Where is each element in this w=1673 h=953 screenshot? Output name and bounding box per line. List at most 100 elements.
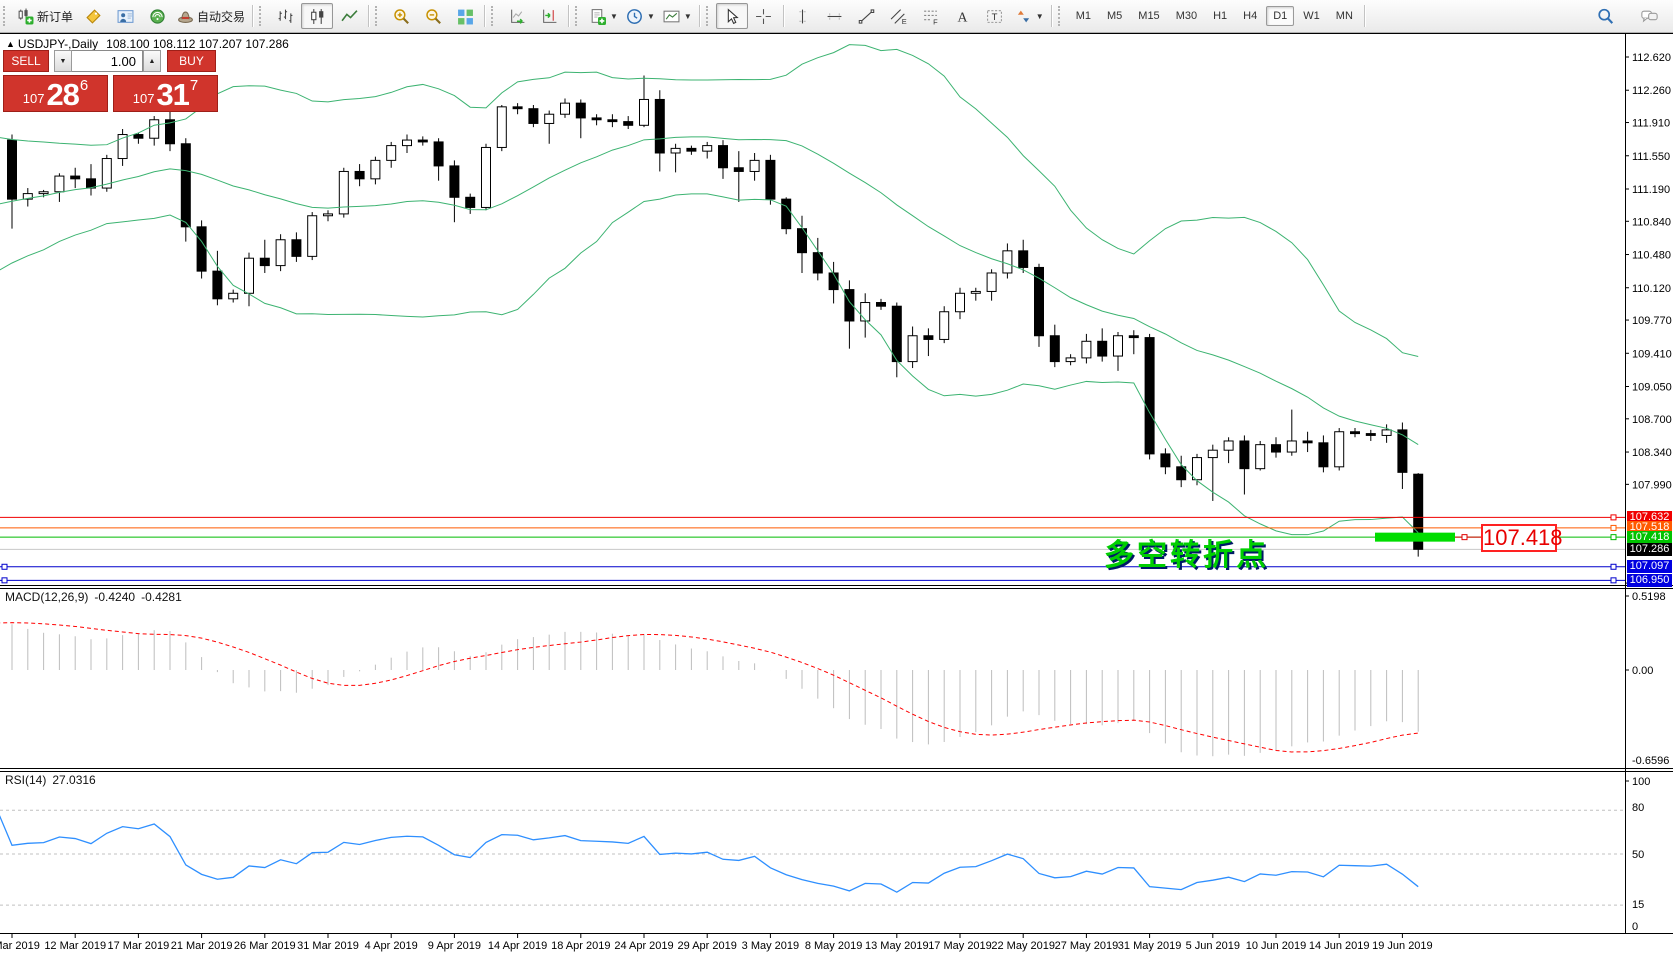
timeframe-mn-button[interactable]: MN	[1335, 10, 1353, 22]
tiles-icon	[457, 8, 474, 25]
publisher-button[interactable]	[109, 3, 141, 29]
svg-text:T: T	[992, 12, 998, 23]
autoscroll-icon	[509, 8, 526, 25]
timeframe-m1-button[interactable]: M1	[1075, 10, 1091, 22]
buy-price-pips: 31	[156, 77, 189, 112]
date-tick-label: 17 Mar 2019	[108, 940, 170, 952]
timeframe-h4-button[interactable]: H4	[1243, 10, 1258, 22]
text-label-button[interactable]: T	[979, 3, 1011, 29]
ohlc-values: 108.100 108.112 107.207 107.286	[106, 37, 289, 51]
volume-input[interactable]	[72, 50, 143, 72]
clock-icon	[626, 8, 643, 25]
signal-icon	[149, 8, 166, 25]
periods-menu-button[interactable]: ▼	[622, 3, 659, 29]
templates-menu-button[interactable]: ▼	[659, 3, 696, 29]
level-price-axis-label: 106.950	[1627, 573, 1672, 587]
new-order-button[interactable]: 新订单	[13, 3, 77, 29]
toolbar-separator	[568, 5, 570, 27]
linechart-icon	[340, 8, 358, 25]
level-price-axis-label: 107.418	[1627, 530, 1672, 544]
tag-icon	[85, 8, 102, 25]
doc-plus-icon	[589, 8, 607, 25]
rsi-indicator-label: RSI(14) 27.0316	[5, 773, 102, 787]
vertical-line-button[interactable]	[787, 3, 819, 29]
new-order-menu-button[interactable]: ▼	[585, 3, 622, 29]
volume-dropdown-button[interactable]: ▼	[54, 50, 72, 72]
framechart-icon	[663, 8, 680, 25]
chart-shift-button[interactable]	[533, 3, 565, 29]
line-chart-button[interactable]	[333, 3, 365, 29]
zoom-in-button[interactable]	[385, 3, 417, 29]
fibonacci-button[interactable]: F	[915, 3, 947, 29]
toolbar-grip	[705, 6, 712, 26]
cursor-button[interactable]	[715, 3, 748, 29]
timeframe-w1-button[interactable]: W1	[1303, 10, 1320, 22]
date-tick-label: 14 Apr 2019	[488, 940, 547, 952]
arrows-button[interactable]: ▼	[1011, 3, 1048, 29]
svg-text:80: 80	[1632, 802, 1644, 814]
svg-text:0: 0	[1632, 921, 1638, 933]
toolbar-separator	[252, 5, 254, 27]
date-tick-label: 17 May 2019	[928, 940, 992, 952]
buy-button[interactable]: BUY	[167, 50, 216, 72]
bollinger-band	[0, 44, 1419, 357]
collapse-triangle-icon[interactable]: ▲	[6, 39, 15, 49]
toolbar-separator	[782, 5, 784, 27]
timeframe-m15-button[interactable]: M15	[1138, 10, 1160, 22]
crosshair-icon	[755, 8, 772, 25]
tile-windows-button[interactable]	[449, 3, 481, 29]
equidistant-channel-button[interactable]: E	[883, 3, 915, 29]
timeframe-h1-button[interactable]: H1	[1213, 10, 1228, 22]
trendline-button[interactable]	[851, 3, 883, 29]
toolbar-grip	[491, 6, 497, 26]
auto-scroll-button[interactable]	[501, 3, 533, 29]
date-tick-label: 26 Mar 2019	[234, 940, 296, 952]
svg-text:F: F	[933, 17, 938, 25]
crosshair-button[interactable]	[748, 3, 780, 29]
new-order-button-label: 新订单	[37, 9, 74, 24]
buy-price-integer: 107	[132, 91, 155, 106]
text-button[interactable]: A	[947, 3, 979, 29]
community-button[interactable]	[1633, 4, 1665, 30]
date-tick-label: 13 May 2019	[865, 940, 929, 952]
sell-price-button[interactable]: 107 28 6	[3, 75, 108, 112]
buy-price-button[interactable]: 107 31 7	[113, 75, 218, 112]
price-tick-label: 108.340	[1632, 447, 1672, 459]
sell-button[interactable]: SELL	[3, 50, 49, 72]
signal-button[interactable]	[141, 3, 173, 29]
zoom-out-button[interactable]	[417, 3, 449, 29]
chart-text-annotation[interactable]: 多空转折点	[1104, 539, 1269, 572]
date-tick-label: 4 Apr 2019	[365, 940, 418, 952]
chart-symbol-header: ▲ USDJPY-,Daily 108.100 108.112 107.207 10…	[6, 37, 289, 51]
textT-icon: T	[986, 8, 1003, 25]
timeframe-m5-button[interactable]: M5	[1107, 10, 1123, 22]
price-tick-label: 110.840	[1632, 216, 1671, 228]
timeframe-m30-button[interactable]: M30	[1175, 10, 1198, 22]
date-tick-label: 3 May 2019	[742, 940, 799, 952]
volume-up-button[interactable]: ▲	[143, 50, 161, 72]
price-callout-label[interactable]: 107.418	[1481, 524, 1563, 552]
candlestick-chart-button[interactable]	[301, 3, 334, 29]
toolbar-separator	[368, 5, 370, 27]
channel-icon: E	[890, 8, 907, 25]
bar-chart-button[interactable]	[269, 3, 301, 29]
macd-indicator-label: MACD(12,26,9) -0.4240 -0.4281	[5, 590, 188, 604]
hat-icon	[177, 8, 194, 25]
toolbar-grip	[575, 6, 581, 26]
tag-button[interactable]	[77, 3, 109, 29]
svg-text:A: A	[958, 9, 968, 24]
date-tick-label: 10 Jun 2019	[1246, 940, 1307, 952]
date-tick-label: 7 Mar 2019	[0, 940, 40, 952]
search-button[interactable]	[1589, 4, 1621, 30]
date-tick-label: 31 May 2019	[1118, 940, 1182, 952]
candlestick-series	[7, 75, 1424, 557]
timeframe-d1-button[interactable]: D1	[1266, 6, 1295, 26]
date-tick-label: 27 May 2019	[1055, 940, 1119, 952]
horizontal-line-button[interactable]	[819, 3, 851, 29]
price-tick-label: 109.770	[1632, 315, 1672, 327]
svg-text:0.00: 0.00	[1632, 665, 1653, 677]
autotrade-button[interactable]: 自动交易	[173, 3, 249, 29]
